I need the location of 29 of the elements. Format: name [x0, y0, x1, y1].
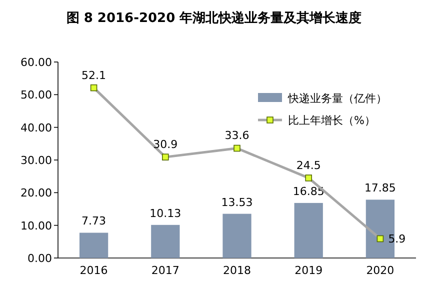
y-tick-label: 30.00	[20, 154, 52, 167]
x-tick-label: 2016	[80, 264, 108, 277]
legend-label: 比上年增长（%）	[288, 114, 376, 127]
x-tick-label: 2017	[151, 264, 180, 277]
data-label: 24.5	[296, 158, 321, 172]
data-label: 30.9	[153, 138, 178, 152]
legend-label: 快递业务量（亿件）	[287, 92, 387, 105]
bar	[222, 214, 252, 258]
x-tick-label: 2018	[223, 264, 251, 277]
bar	[151, 224, 180, 258]
data-label: 16.85	[292, 184, 324, 198]
data-label: 52.1	[82, 68, 106, 82]
x-tick-label: 2019	[294, 264, 323, 277]
y-tick-label: 40.00	[20, 121, 52, 134]
y-tick-label: 10.00	[20, 219, 52, 232]
data-label: 33.6	[224, 129, 250, 142]
bar	[79, 232, 108, 258]
y-tick-label: 60.00	[20, 56, 52, 69]
data-label: 13.53	[221, 196, 253, 209]
x-tick-label: 2020	[366, 264, 394, 277]
data-label: 7.73	[82, 214, 106, 228]
data-label: 17.85	[364, 182, 396, 195]
data-label: 10.13	[150, 206, 182, 220]
y-tick-label: 50.00	[20, 88, 52, 102]
chart-title: 图 8 2016-2020 年湖北快递业务量及其增长速度	[66, 10, 362, 26]
bar	[294, 202, 323, 258]
y-tick-label: 20.00	[20, 186, 52, 200]
data-label: 5.9	[388, 232, 406, 246]
y-tick-label: 0.00	[28, 252, 52, 265]
